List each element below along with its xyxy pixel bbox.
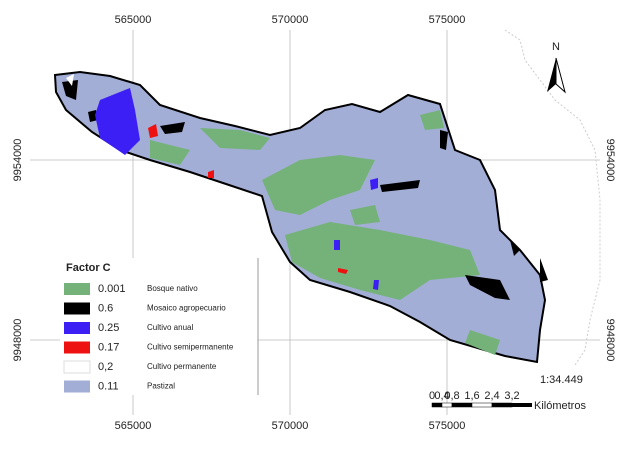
legend-label: Cultivo anual [147, 323, 193, 332]
scale-segment [451, 402, 473, 408]
forest-patch [262, 155, 375, 215]
legend-value: 0.001 [98, 283, 126, 295]
forest-patch [465, 330, 500, 355]
scale-tick-label: 0,8 [444, 390, 459, 402]
grid-label-top: 570000 [272, 14, 309, 26]
agro-patch [88, 110, 98, 122]
watershed [53, 70, 547, 364]
grid-label-right: 9948000 [604, 319, 616, 362]
legend-label: Pastizal [147, 382, 175, 391]
grid-label-bottom: 565000 [115, 420, 152, 432]
annual-crop-patches [95, 88, 379, 290]
legend-swatch [64, 283, 90, 295]
semi-crop-patch [148, 124, 158, 138]
legend-value: 0.6 [98, 302, 113, 314]
neighbor-boundary [504, 29, 601, 366]
grid-label-left: 9948000 [12, 319, 24, 362]
scale-tick-label: 2,4 [484, 390, 499, 402]
scale-segment [441, 402, 453, 408]
legend-swatch [64, 341, 90, 354]
annual-crop-patch [334, 240, 340, 250]
agro-patch [62, 80, 78, 100]
agro-patch [160, 122, 185, 134]
arrow-left [547, 58, 556, 92]
semi-crop-patch [338, 268, 348, 274]
grid-label-bottom: 575000 [429, 420, 466, 432]
scale-tick-label: 0,4 [434, 390, 449, 402]
legend-label: Cultivo permanente [147, 362, 217, 371]
scale-tick-label: 3,2 [504, 390, 519, 402]
legend-title: Factor C [66, 262, 111, 274]
grid-label-bottom: 570000 [272, 420, 309, 432]
annual-crop-patch [95, 88, 140, 155]
semi-crop-patch [208, 170, 214, 178]
agro-patch [440, 130, 448, 150]
forest-patches [150, 110, 500, 355]
scale-tick-label: 0 [429, 390, 435, 402]
scale-segment [491, 402, 513, 408]
legend-value: 0.25 [98, 322, 119, 334]
scale-segment [431, 402, 443, 408]
semi-crop-patches [148, 124, 348, 274]
agro-patches [62, 80, 548, 300]
legend-box [60, 258, 258, 395]
grid-label-top: 575000 [429, 14, 466, 26]
grid-label-top: 565000 [115, 14, 152, 26]
annual-crop-patch [373, 280, 379, 290]
arrow-right [555, 57, 566, 94]
legend-label: Bosque nativo [147, 284, 198, 293]
forest-patch [200, 128, 270, 150]
legend-swatch [64, 302, 90, 315]
scale-bar: 0 0,40,8 1,6 2,4 3,2 Kilómetros [429, 390, 587, 412]
agro-patch [510, 240, 520, 256]
agro-patch [465, 275, 510, 300]
legend-swatch [64, 322, 90, 334]
north-label: N [552, 41, 560, 53]
grid-label-left: 9954000 [12, 139, 24, 182]
grid-label-right: 9954000 [604, 139, 616, 182]
legend-swatch [64, 380, 90, 393]
scale-ratio: 1:34.449 [540, 374, 583, 386]
annual-crop-patch [370, 178, 378, 190]
forest-patch [420, 110, 444, 130]
legend-label: Cultivo semipermanente [147, 343, 234, 352]
agro-patch [540, 258, 548, 282]
scale-tick-label: 1,6 [464, 390, 479, 402]
north-arrow [547, 57, 566, 94]
agro-patch [380, 180, 420, 192]
legend-value: 0,2 [98, 361, 113, 373]
forest-patch [285, 222, 480, 300]
scale-segment [512, 403, 532, 407]
legend-value: 0.11 [98, 380, 119, 392]
legend-swatch [63, 360, 91, 374]
legend-label: Mosaico agropecuario [147, 304, 226, 313]
forest-patch [350, 205, 380, 225]
scale-segment [471, 402, 493, 408]
forest-patch [150, 140, 190, 165]
legend-value: 0.17 [98, 341, 119, 353]
scale-unit: Kilómetros [534, 400, 586, 412]
perm-crop-patch [66, 74, 74, 86]
